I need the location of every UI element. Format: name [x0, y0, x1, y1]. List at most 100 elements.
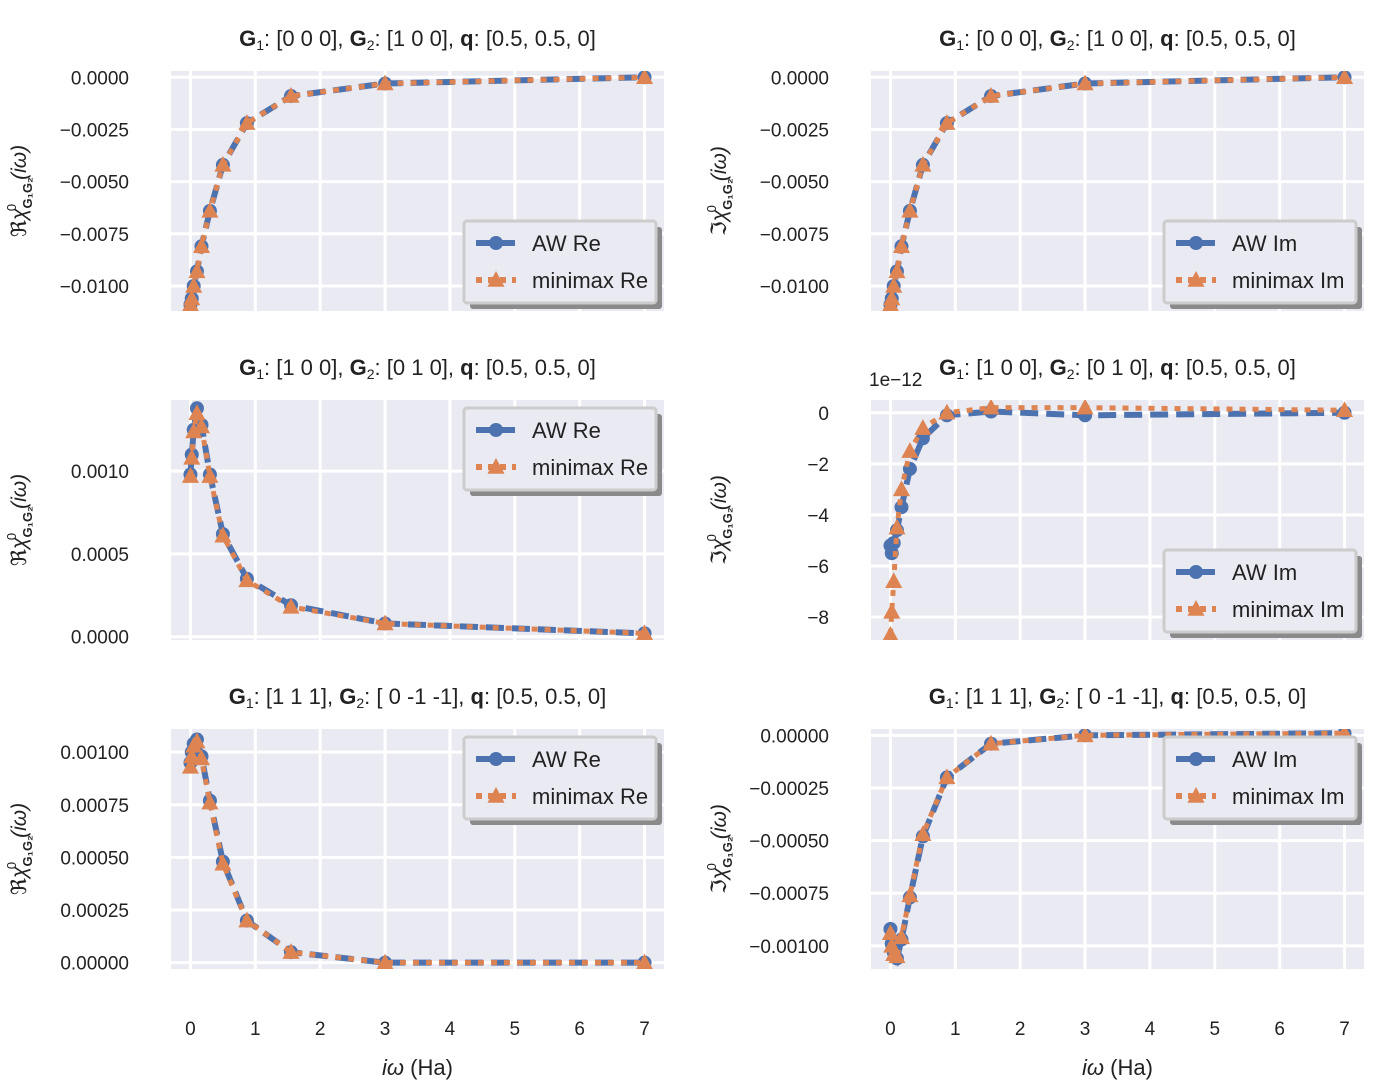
y-tick-label: −0.0075 — [760, 225, 829, 246]
legend-marker — [1187, 787, 1205, 803]
data-point — [901, 201, 919, 218]
y-tick-label: 0.0000 — [771, 68, 829, 89]
series-layer — [182, 71, 654, 311]
y-axis-label: ℜχG₁G₂0(iω) — [4, 803, 35, 895]
x-tick-label: 3 — [1080, 1019, 1091, 1040]
data-point — [982, 734, 1000, 751]
y-tick-label: 0.00100 — [60, 743, 129, 764]
legend-entry-label: minimax Re — [532, 455, 648, 480]
y-axis-label: ℑχG₁G₂0(iω) — [704, 804, 735, 894]
legend-entry-label: minimax Im — [1232, 784, 1344, 809]
legend: AW Re minimax Re — [462, 735, 662, 825]
legend-entry-label: minimax Im — [1232, 268, 1344, 293]
series-layer — [882, 400, 1354, 640]
y-tick-label: 0.00075 — [60, 796, 129, 817]
y-tick-label: −4 — [807, 506, 829, 527]
y-tick-label: 0.0005 — [71, 545, 129, 566]
data-point — [376, 953, 394, 969]
data-point — [885, 276, 903, 293]
subplot-title: G1: [1 1 1], G2: [ 0 -1 -1], q: [0.5, 0.… — [229, 684, 607, 711]
subplot-2: 0.0000 −0.0025 −0.0050 −0.0075 −0.0100 G1: [0… — [704, 26, 1364, 311]
data-point — [376, 614, 394, 631]
data-point — [192, 417, 211, 434]
y-tick-label: −2 — [807, 455, 829, 476]
x-tick-label: 4 — [445, 1019, 456, 1040]
y-tick-label: −0.0050 — [760, 173, 829, 194]
data-point — [914, 419, 932, 435]
data-point — [282, 943, 300, 959]
data-point — [882, 625, 899, 640]
subplot-5: 0.00000 0.00025 0.00050 0.00075 0.00100 0 1 2 3 4… — [4, 684, 664, 1040]
data-point — [183, 289, 201, 306]
data-point — [1076, 400, 1094, 415]
x-tick-label: 0 — [185, 1019, 196, 1040]
data-point — [192, 237, 211, 254]
data-point — [188, 404, 206, 420]
data-point — [238, 911, 256, 928]
data-point — [938, 114, 956, 130]
data-point — [1335, 71, 1354, 85]
legend: AW Re minimax Re — [462, 406, 662, 496]
data-point — [938, 403, 956, 420]
legend-entry-label: AW Re — [532, 747, 601, 772]
subplot-title: G1: [1 1 1], G2: [ 0 -1 -1], q: [0.5, 0.… — [929, 684, 1307, 711]
x-tick-label: 4 — [1145, 1019, 1156, 1040]
y-tick-label: 0.00025 — [60, 901, 129, 922]
legend-marker — [489, 236, 503, 250]
y-tick-label: 0.0010 — [71, 462, 129, 483]
legend-marker — [1189, 236, 1203, 250]
x-tick-label: 7 — [639, 1019, 650, 1040]
x-tick-label: 6 — [1274, 1019, 1285, 1040]
legend-entry-label: AW Re — [532, 231, 601, 256]
data-point — [1335, 401, 1354, 417]
data-point — [892, 928, 911, 945]
y-tick-label: −0.00025 — [749, 779, 829, 800]
data-point — [1076, 74, 1094, 91]
x-tick-label: 0 — [885, 1019, 896, 1040]
y-tick-label: 0.0000 — [71, 628, 129, 649]
x-tick-label: 2 — [315, 1019, 326, 1040]
y-tick-label: −0.0050 — [60, 173, 129, 194]
data-point — [181, 467, 200, 483]
subplot-title: G1: [0 0 0], G2: [1 0 0], q: [0.5, 0.5, … — [239, 26, 596, 53]
y-tick-label: −0.0025 — [60, 120, 129, 141]
x-tick-label: 1 — [250, 1019, 261, 1040]
x-tick-label: 2 — [1015, 1019, 1026, 1040]
data-point — [185, 422, 203, 439]
data-point — [238, 114, 256, 130]
subplot-title: G1: [1 0 0], G2: [0 1 0], q: [0.5, 0.5, … — [939, 355, 1296, 382]
subplot-1: 0.0000 −0.0025 −0.0050 −0.0075 −0.0100 G1: [0… — [4, 26, 664, 311]
legend: AW Re minimax Re — [462, 219, 662, 309]
data-point — [1076, 729, 1094, 743]
x-tick-label: 7 — [1339, 1019, 1350, 1040]
y-axis-label: ℜχG₁G₂0(iω) — [4, 145, 35, 237]
data-point — [881, 924, 900, 940]
data-point — [238, 571, 256, 588]
data-point — [635, 71, 654, 85]
subplot-title: G1: [1 0 0], G2: [0 1 0], q: [0.5, 0.5, … — [239, 355, 596, 382]
data-point — [883, 936, 901, 953]
data-point — [914, 825, 932, 842]
data-point — [214, 526, 232, 543]
data-point — [188, 732, 206, 749]
data-point — [214, 155, 232, 172]
data-point — [914, 155, 932, 172]
x-tick-label: 6 — [574, 1019, 585, 1040]
subplot-3: 0.0000 0.0005 0.0010 G1: [1 0 0], G2: [0 1 … — [4, 355, 664, 649]
data-point — [282, 87, 300, 103]
y-tick-label: 0.0000 — [71, 68, 129, 89]
legend-entry-label: AW Re — [532, 418, 601, 443]
data-point — [201, 793, 219, 810]
legend: AW Im minimax Im — [1162, 548, 1362, 638]
data-point — [883, 289, 901, 306]
data-point — [938, 768, 956, 785]
data-point — [201, 467, 219, 483]
y-tick-label: −6 — [807, 557, 829, 578]
y-tick-label: 0 — [818, 404, 829, 425]
data-point — [201, 201, 219, 218]
y-tick-label: −0.0025 — [760, 120, 829, 141]
legend-entry-label: minimax Im — [1232, 597, 1344, 622]
x-tick-label: 1 — [950, 1019, 961, 1040]
legend-marker — [1187, 271, 1205, 287]
